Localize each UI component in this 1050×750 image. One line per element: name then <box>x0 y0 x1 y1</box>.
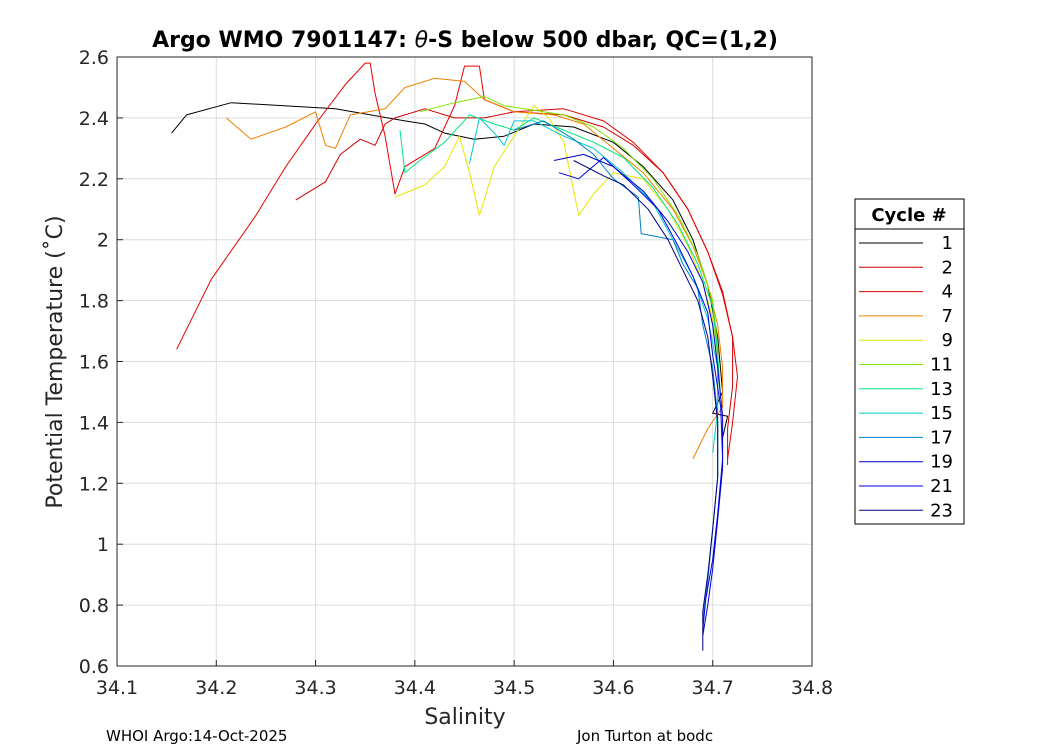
y-tick-label: 0.8 <box>79 595 109 617</box>
chart-title: Argo WMO 7901147: θ-S below 500 dbar, QC… <box>152 28 778 53</box>
y-tick-label: 2.4 <box>79 108 109 130</box>
legend-label-cycle-4: 4 <box>942 282 953 303</box>
y-tick-label: 2 <box>97 230 109 252</box>
legend-box <box>854 198 965 525</box>
y-tick-labels: 0.6 0.8 1 1.2 1.4 1.6 1.8 2 2.2 2.4 2.6 <box>79 47 123 678</box>
series-line-cycle-1 <box>171 102 729 438</box>
legend-label-cycle-13: 13 <box>930 379 953 400</box>
footer-right: Jon Turton at bodc <box>576 727 713 745</box>
y-tick-label: 2.6 <box>79 47 109 69</box>
data-series <box>171 62 738 651</box>
y-tick-label: 1 <box>97 534 109 556</box>
legend-label-cycle-23: 23 <box>930 500 953 521</box>
series-line-cycle-13 <box>399 114 722 399</box>
y-axis-label: Potential Temperature (˚C) <box>43 215 68 508</box>
x-tick-label: 34.7 <box>692 677 734 699</box>
x-tick-labels: 34.1 34.2 34.3 34.4 34.5 34.6 34.7 34.8 <box>96 660 833 699</box>
legend: Cycle # 1 2 4 7 9 11 13 15 17 19 21 23 <box>854 198 965 525</box>
legend-items: 1 2 4 7 9 11 13 15 17 19 21 23 <box>859 233 953 521</box>
series-line-cycle-21 <box>558 157 724 630</box>
y-tick-label: 0.6 <box>79 656 109 678</box>
x-tick-label: 34.4 <box>394 677 436 699</box>
x-tick-label: 34.1 <box>96 677 138 699</box>
legend-label-cycle-19: 19 <box>930 452 953 473</box>
series-line-cycle-19 <box>553 153 724 636</box>
series-line-cycle-11 <box>419 96 719 392</box>
series-line-cycle-7 <box>225 77 724 460</box>
legend-label-cycle-17: 17 <box>930 427 953 448</box>
legend-label-cycle-11: 11 <box>930 355 953 376</box>
series-line-cycle-23 <box>573 160 719 651</box>
legend-label-cycle-7: 7 <box>942 306 953 327</box>
series-line-cycle-4 <box>176 62 738 459</box>
x-tick-label: 34.5 <box>493 677 535 699</box>
y-tick-label: 1.2 <box>79 473 109 495</box>
x-tick-label: 34.6 <box>592 677 634 699</box>
x-axis-label: Salinity <box>424 705 505 730</box>
legend-label-cycle-1: 1 <box>942 233 953 254</box>
legend-label-cycle-21: 21 <box>930 476 953 497</box>
legend-label-cycle-9: 9 <box>942 330 953 351</box>
x-tick-label: 34.2 <box>195 677 237 699</box>
y-tick-label: 1.8 <box>79 291 109 313</box>
x-tick-label: 34.3 <box>294 677 336 699</box>
footer-left: WHOI Argo:14-Oct-2025 <box>106 727 287 745</box>
legend-label-cycle-2: 2 <box>942 257 953 278</box>
y-tick-label: 1.6 <box>79 352 109 374</box>
y-tick-label: 2.2 <box>79 169 109 191</box>
legend-label-cycle-15: 15 <box>930 403 953 424</box>
y-tick-label: 1.4 <box>79 412 109 434</box>
series-line-cycle-15 <box>469 117 719 453</box>
legend-title: Cycle # <box>871 205 946 226</box>
x-tick-label: 34.8 <box>791 677 833 699</box>
series-line-cycle-9 <box>394 105 719 398</box>
